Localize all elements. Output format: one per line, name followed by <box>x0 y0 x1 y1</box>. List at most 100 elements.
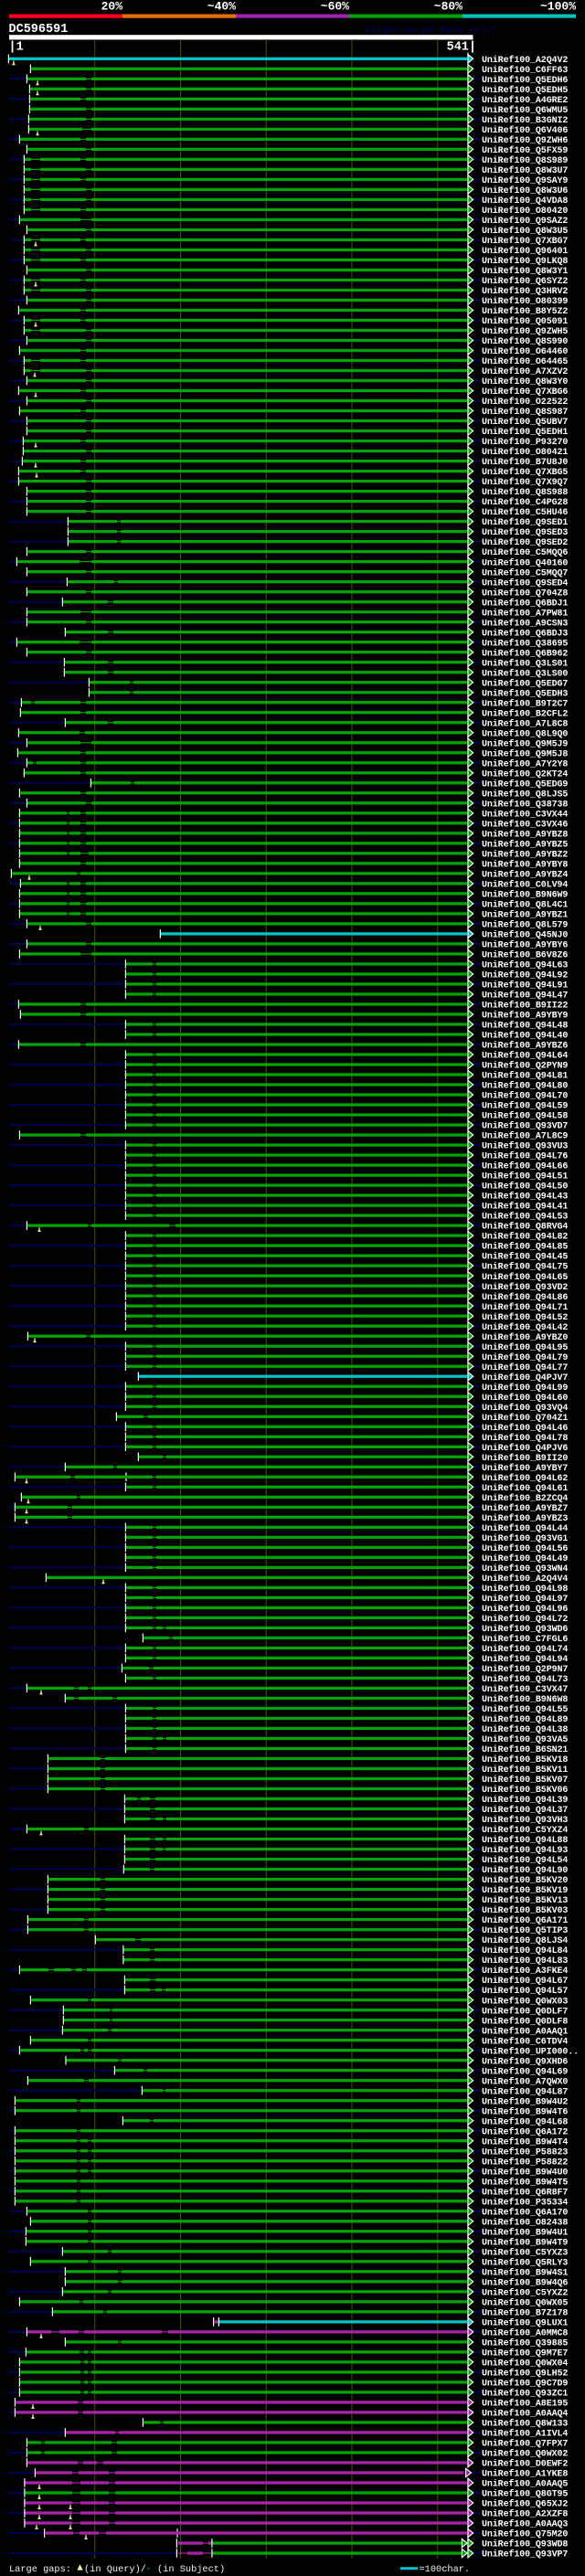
svg-text:UniRef100_B9II20: UniRef100_B9II20 <box>482 1453 568 1464</box>
svg-text:UniRef100_A7QWX0: UniRef100_A7QWX0 <box>482 2076 568 2087</box>
svg-text:UniRef100_Q94L96: UniRef100_Q94L96 <box>482 1604 568 1615</box>
svg-text:UniRef100_B9N6W8: UniRef100_B9N6W8 <box>482 1694 568 1705</box>
svg-text:UniRef100_Q8L9Q0: UniRef100_Q8L9Q0 <box>482 728 568 739</box>
svg-text:UniRef100_Q93VU3: UniRef100_Q93VU3 <box>482 1141 568 1152</box>
svg-text:UniRef100_A7Y2Y8: UniRef100_A7Y2Y8 <box>482 758 568 769</box>
svg-text:|1: |1 <box>9 41 24 55</box>
svg-text:UniRef100_A9YBZ3: UniRef100_A9YBZ3 <box>482 1513 568 1524</box>
svg-text:UniRef100_Q93ZC1: UniRef100_Q93ZC1 <box>482 2389 568 2400</box>
svg-text:UniRef100_B5KV03: UniRef100_B5KV03 <box>482 1905 568 1916</box>
svg-text:UniRef100_C5YXZ3: UniRef100_C5YXZ3 <box>482 2247 568 2258</box>
svg-text:UniRef100_B9W4S1: UniRef100_B9W4S1 <box>482 2267 568 2278</box>
svg-text:UniRef100_A9YBZ5: UniRef100_A9YBZ5 <box>482 839 568 850</box>
svg-text:UniRef100_A2Q4V2: UniRef100_A2Q4V2 <box>482 55 568 66</box>
svg-text:UniRef100_Q6V406: UniRef100_Q6V406 <box>482 125 568 136</box>
svg-text:UniRef100_Q94L60: UniRef100_Q94L60 <box>482 1393 568 1404</box>
svg-text:UniRef100_B5KV20: UniRef100_B5KV20 <box>482 1875 568 1886</box>
svg-text:UniRef100_Q38738: UniRef100_Q38738 <box>482 799 568 810</box>
svg-text:20%: 20% <box>101 0 123 14</box>
svg-text:(in Query)/: (in Query)/ <box>84 2564 146 2575</box>
svg-text:UniRef100_B9W4T5: UniRef100_B9W4T5 <box>482 2177 568 2188</box>
svg-text:UniRef100_Q94L75: UniRef100_Q94L75 <box>482 1262 568 1273</box>
svg-text:UniRef100_Q0WX02: UniRef100_Q0WX02 <box>482 2449 568 2460</box>
svg-text:UniRef100_A0AAQ5: UniRef100_A0AAQ5 <box>482 2479 568 2490</box>
svg-text:UniRef100_Q5FX59: UniRef100_Q5FX59 <box>482 145 568 156</box>
svg-text:UniRef100_Q94L65: UniRef100_Q94L65 <box>482 1272 568 1283</box>
svg-text:UniRef100_Q5EDH6: UniRef100_Q5EDH6 <box>482 75 568 86</box>
svg-text:UniRef100_C5YXZ4: UniRef100_C5YXZ4 <box>482 1825 568 1836</box>
svg-text:UniRef100_A1YKE8: UniRef100_A1YKE8 <box>482 2469 568 2480</box>
svg-text:UniRef100_Q9SED3: UniRef100_Q9SED3 <box>482 527 568 538</box>
svg-text:UniRef100_Q5EDG9: UniRef100_Q5EDG9 <box>482 779 568 790</box>
svg-text:UniRef100_B9W4T4: UniRef100_B9W4T4 <box>482 2136 568 2147</box>
svg-text:UniRef100_O80420: UniRef100_O80420 <box>482 206 568 217</box>
svg-text:UniRef100_B5KV07: UniRef100_B5KV07 <box>482 1775 568 1786</box>
svg-text:UniRef100_Q94L63: UniRef100_Q94L63 <box>482 960 568 971</box>
svg-text:UniRef100_Q38695: UniRef100_Q38695 <box>482 638 568 649</box>
svg-text:UniRef100_Q94L59: UniRef100_Q94L59 <box>482 1101 568 1112</box>
svg-text:UniRef100_A9YBZ1: UniRef100_A9YBZ1 <box>482 910 568 921</box>
svg-text:UniRef100_Q94L99: UniRef100_Q94L99 <box>482 1383 568 1394</box>
svg-text:UniRef100_Q6A171: UniRef100_Q6A171 <box>482 1915 568 1926</box>
svg-text:UniRef100_Q9M5J9: UniRef100_Q9M5J9 <box>482 738 568 749</box>
svg-text:UniRef100_Q94L57: UniRef100_Q94L57 <box>482 1986 568 1997</box>
svg-text:UniRef100_B9W4U2: UniRef100_B9W4U2 <box>482 2096 568 2107</box>
svg-text:UniRef100_Q8L4C1: UniRef100_Q8L4C1 <box>482 899 568 910</box>
svg-text:UniRef100_Q94L42: UniRef100_Q94L42 <box>482 1322 568 1333</box>
svg-text:UniRef100_Q9M5J8: UniRef100_Q9M5J8 <box>482 748 568 759</box>
svg-text:UniRef100_Q75M20: UniRef100_Q75M20 <box>482 2529 568 2540</box>
svg-text:DC596591: DC596591 <box>9 23 69 37</box>
svg-text:UniRef100_Q0WX04: UniRef100_Q0WX04 <box>482 2359 568 2369</box>
svg-text:UniRef100_P35334: UniRef100_P35334 <box>482 2197 568 2208</box>
svg-text:UniRef100_B5KV06: UniRef100_B5KV06 <box>482 1785 568 1796</box>
svg-text:UniRef100_Q0DLF7: UniRef100_Q0DLF7 <box>482 2006 568 2017</box>
svg-text:~100%: ~100% <box>540 0 576 14</box>
svg-text:UniRef100_UPI000..: UniRef100_UPI000.. <box>482 2046 579 2057</box>
svg-text:UniRef100_Q6BDJ1: UniRef100_Q6BDJ1 <box>482 598 568 609</box>
svg-text:UniRef100_Q5EDH1: UniRef100_Q5EDH1 <box>482 427 568 438</box>
svg-text:UniRef100_C7FGL6: UniRef100_C7FGL6 <box>482 1634 568 1645</box>
svg-text:UniRef100_Q94L56: UniRef100_Q94L56 <box>482 1543 568 1554</box>
svg-text:UniRef100_Q93VD7: UniRef100_Q93VD7 <box>482 1121 568 1132</box>
svg-text:UniRef100_B9T2C7: UniRef100_B9T2C7 <box>482 698 568 709</box>
svg-text:UniRef100_Q94L93: UniRef100_Q94L93 <box>482 1845 568 1856</box>
svg-text:UniRef100_Q93VH3: UniRef100_Q93VH3 <box>482 1815 568 1826</box>
svg-text:UniRef100_Q39885: UniRef100_Q39885 <box>482 2337 568 2348</box>
svg-text:UniRef100_A9YBY9: UniRef100_A9YBY9 <box>482 1011 568 1022</box>
svg-text:UniRef100_Q94L40: UniRef100_Q94L40 <box>482 1031 568 1042</box>
svg-text:UniRef100_B9N6W9: UniRef100_B9N6W9 <box>482 889 568 900</box>
svg-text:UniRef100_Q9M7E7: UniRef100_Q9M7E7 <box>482 2348 568 2359</box>
svg-text:UniRef100_Q94L73: UniRef100_Q94L73 <box>482 1674 568 1685</box>
svg-text:UniRef100_B8Y5Z2: UniRef100_B8Y5Z2 <box>482 306 568 317</box>
svg-text:UniRef100_Q94L66: UniRef100_Q94L66 <box>482 1161 568 1172</box>
svg-text:UniRef100_B5KV13: UniRef100_B5KV13 <box>482 1895 568 1906</box>
svg-text:UniRef100_Q94L97: UniRef100_Q94L97 <box>482 1594 568 1605</box>
svg-text:UniRef100_Q94L38: UniRef100_Q94L38 <box>482 1724 568 1735</box>
svg-text:(in Subject): (in Subject) <box>157 2564 225 2575</box>
svg-text:UniRef100_Q2PYN9: UniRef100_Q2PYN9 <box>482 1061 568 1072</box>
svg-text:UniRef100_Q93VP7: UniRef100_Q93VP7 <box>482 2549 568 2560</box>
svg-text:UniRef100_A0AAQ3: UniRef100_A0AAQ3 <box>482 2519 568 2530</box>
svg-text:UniRef100_Q94L37: UniRef100_Q94L37 <box>482 1805 568 1816</box>
svg-text:UniRef100_Q94L83: UniRef100_Q94L83 <box>482 1956 568 1966</box>
svg-text:UniRef100_A9YBZ2: UniRef100_A9YBZ2 <box>482 849 568 860</box>
svg-text:UniRef100_B9W4Q6: UniRef100_B9W4Q6 <box>482 2277 568 2288</box>
svg-text:UniRef100_C3VX44: UniRef100_C3VX44 <box>482 809 568 820</box>
svg-text:UniRef100_Q94L78: UniRef100_Q94L78 <box>482 1433 568 1444</box>
svg-text:UniRef100_Q8W3Y0: UniRef100_Q8W3Y0 <box>482 376 568 387</box>
svg-text:UniRef100_Q6A170: UniRef100_Q6A170 <box>482 2207 568 2218</box>
svg-text:UniRef100_Q4PJV6: UniRef100_Q4PJV6 <box>482 1443 568 1454</box>
svg-text:UniRef100_Q94L47: UniRef100_Q94L47 <box>482 991 568 1002</box>
svg-text:UniRef100_Q2P9N7: UniRef100_Q2P9N7 <box>482 1664 568 1675</box>
svg-text:UniRef100_B9W4U0: UniRef100_B9W4U0 <box>482 2167 568 2178</box>
svg-text:UniRef100_B5KV11: UniRef100_B5KV11 <box>482 1765 568 1776</box>
svg-text:UniRef100_Q9SAZ2: UniRef100_Q9SAZ2 <box>482 216 568 227</box>
svg-text:UniRef100_Q94L80: UniRef100_Q94L80 <box>482 1081 568 1092</box>
svg-text:UniRef100_Q94L77: UniRef100_Q94L77 <box>482 1362 568 1373</box>
svg-text:UniRef100_Q94L62: UniRef100_Q94L62 <box>482 1473 568 1484</box>
svg-text:UniRef100_Q8GT95: UniRef100_Q8GT95 <box>482 2489 568 2500</box>
svg-text:UniRef100_Q40160: UniRef100_Q40160 <box>482 557 568 568</box>
svg-text:UniRef100_Q8LJS5: UniRef100_Q8LJS5 <box>482 789 568 800</box>
svg-text:UniRef100_Q93VG1: UniRef100_Q93VG1 <box>482 1533 568 1544</box>
svg-text:UniRef100_Q94L71: UniRef100_Q94L71 <box>482 1302 568 1313</box>
